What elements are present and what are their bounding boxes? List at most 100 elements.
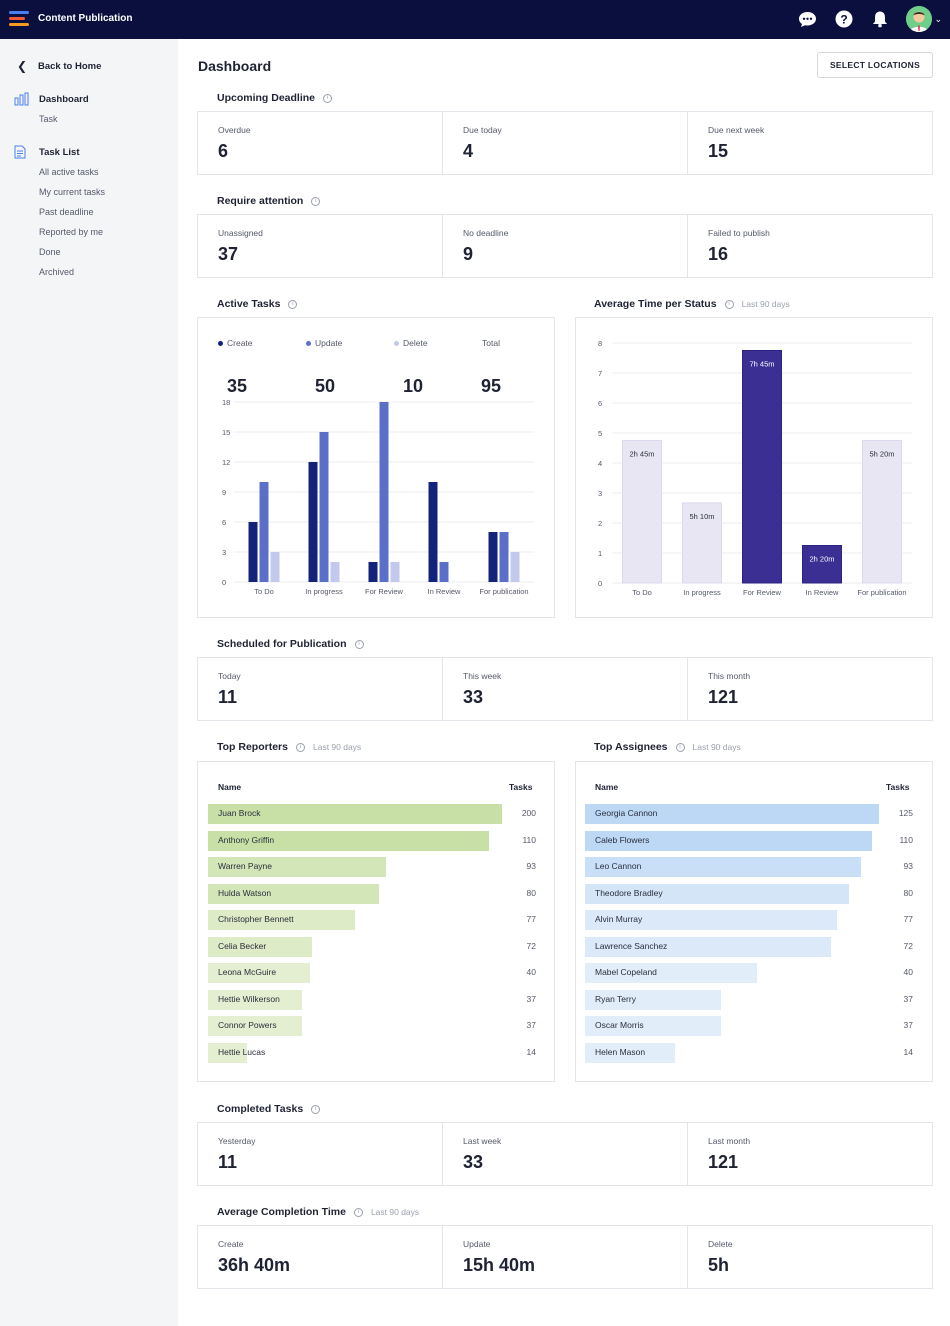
sidebar-item-task[interactable]: Task xyxy=(39,114,58,124)
list-item-name: Christopher Bennett xyxy=(218,914,294,924)
list-item[interactable]: Lawrence Sanchez 72 xyxy=(585,936,923,957)
x-tick-label: In Review xyxy=(428,587,462,596)
info-icon[interactable]: i xyxy=(311,1104,321,1114)
data-label: 5h 10m xyxy=(689,512,714,521)
list-item[interactable]: Mabel Copeland 40 xyxy=(585,963,923,983)
stat-create[interactable]: Create 36h 40m xyxy=(198,1226,443,1288)
list-item-name: Leo Cannon xyxy=(595,861,642,871)
stat-failed-to-publish[interactable]: Failed to publish 16 xyxy=(688,215,932,277)
list-item[interactable]: Celia Becker 72 xyxy=(208,936,546,957)
stat-no-deadline[interactable]: No deadline 9 xyxy=(443,215,688,277)
list-item-name: Juan Brock xyxy=(218,808,261,818)
legend-label: Create xyxy=(227,338,253,348)
list-item[interactable]: Alvin Murray 77 xyxy=(585,910,923,930)
bar-fill xyxy=(208,963,311,983)
list-item-count: 37 xyxy=(903,1020,913,1030)
back-to-home-link[interactable]: ❮ Back to Home xyxy=(17,59,101,73)
bar-fill xyxy=(208,989,303,1010)
info-icon[interactable]: i xyxy=(724,299,734,309)
list-item[interactable]: Hettie Wilkerson 37 xyxy=(208,989,546,1010)
sidebar-item-all-active-tasks[interactable]: All active tasks xyxy=(39,167,99,177)
stat-last-week[interactable]: Last week 33 xyxy=(443,1123,688,1185)
info-icon[interactable]: i xyxy=(323,93,333,103)
stat-value: 121 xyxy=(708,687,739,707)
bar-update xyxy=(319,432,329,582)
stat-overdue[interactable]: Overdue 6 xyxy=(198,112,443,174)
sidebar-item-task-list[interactable]: Task List xyxy=(14,145,105,159)
list-item-name: Connor Powers xyxy=(218,1020,277,1030)
stat-value: 5h xyxy=(708,1255,730,1275)
y-tick-label: 8 xyxy=(598,339,602,348)
stat-label: Unassigned xyxy=(218,228,263,238)
sidebar-item-dashboard[interactable]: Dashboard xyxy=(14,92,89,106)
x-tick-label: For Review xyxy=(365,587,404,596)
user-avatar[interactable] xyxy=(906,6,933,32)
info-icon[interactable]: i xyxy=(353,1207,363,1217)
bar-fill xyxy=(585,804,879,824)
stat-delete[interactable]: Delete 5h xyxy=(688,1226,932,1288)
stat-due-next-week[interactable]: Due next week 15 xyxy=(688,112,932,174)
list-item[interactable]: Hulda Watson 80 xyxy=(208,883,546,904)
list-item[interactable]: Caleb Flowers 110 xyxy=(585,830,923,851)
list-item[interactable]: Leona McGuire 40 xyxy=(208,963,546,983)
sidebar-item-archived[interactable]: Archived xyxy=(39,267,75,277)
stat-yesterday[interactable]: Yesterday 11 xyxy=(198,1123,443,1185)
list-item[interactable]: Oscar Morris 37 xyxy=(585,1016,923,1036)
select-locations-button[interactable]: SELECT LOCATIONS xyxy=(817,52,933,78)
stat-this-week[interactable]: This week 33 xyxy=(443,658,688,720)
list-item-name: Hulda Watson xyxy=(218,887,272,898)
stat-label: This week xyxy=(463,671,502,681)
bell-icon[interactable] xyxy=(870,10,889,29)
bar-fill xyxy=(585,830,872,851)
bar-fill xyxy=(585,910,837,930)
info-icon[interactable]: i xyxy=(675,742,685,752)
stat-last-month[interactable]: Last month 121 xyxy=(688,1123,932,1185)
y-tick-label: 1 xyxy=(598,549,602,558)
avg-completion-note: Last 90 days xyxy=(370,1207,420,1217)
list-item[interactable]: Helen Mason 14 xyxy=(585,1042,923,1063)
list-item[interactable]: Juan Brock 200 xyxy=(208,804,546,824)
bar-fill xyxy=(585,883,849,904)
list-item-count: 77 xyxy=(903,914,913,924)
list-item[interactable]: Georgia Cannon 125 xyxy=(585,804,923,824)
info-icon[interactable]: i xyxy=(288,299,298,309)
info-icon[interactable]: i xyxy=(311,196,321,206)
stat-due-today[interactable]: Due today 4 xyxy=(443,112,688,174)
stat-this-month[interactable]: This month 121 xyxy=(688,658,932,720)
list-item[interactable]: Ryan Terry 37 xyxy=(585,989,923,1010)
data-label: 7h 45m xyxy=(749,360,774,369)
y-tick-label: 18 xyxy=(222,398,230,407)
sidebar-item-my-current-tasks[interactable]: My current tasks xyxy=(39,187,106,197)
chat-icon[interactable] xyxy=(798,10,817,29)
sidebar-item-reported-by-me[interactable]: Reported by me xyxy=(39,227,104,237)
chevron-down-icon[interactable]: ⌄ xyxy=(934,13,942,24)
list-item[interactable]: Hettie Lucas 14 xyxy=(208,1042,546,1063)
sidebar-item-past-deadline[interactable]: Past deadline xyxy=(39,207,94,217)
legend-create[interactable]: Create xyxy=(218,338,253,348)
stat-label: Create xyxy=(218,1239,244,1249)
list-item[interactable]: Leo Cannon 93 xyxy=(585,857,923,877)
info-icon[interactable]: i xyxy=(354,639,364,649)
svg-text:?: ? xyxy=(840,12,847,26)
stat-unassigned[interactable]: Unassigned 37 xyxy=(198,215,443,277)
top-assignees-label: Top Assignees xyxy=(594,741,668,753)
legend-delete[interactable]: Delete xyxy=(394,338,428,348)
stat-label: Last month xyxy=(708,1136,751,1146)
list-item[interactable]: Connor Powers 37 xyxy=(208,1016,546,1036)
app-logo-icon[interactable] xyxy=(9,11,29,28)
legend-update[interactable]: Update xyxy=(306,338,342,348)
stat-update[interactable]: Update 15h 40m xyxy=(443,1226,688,1288)
list-item-name: Alvin Murray xyxy=(595,914,643,924)
help-icon[interactable]: ? xyxy=(834,10,853,29)
list-item[interactable]: Anthony Griffin 110 xyxy=(208,830,546,851)
list-item[interactable]: Christopher Bennett 77 xyxy=(208,910,546,930)
list-item-name: Mabel Copeland xyxy=(595,967,657,977)
x-tick-label: For publication xyxy=(479,587,528,596)
info-icon[interactable]: i xyxy=(295,742,305,752)
list-item-count: 37 xyxy=(903,993,913,1004)
list-item[interactable]: Warren Payne 93 xyxy=(208,857,546,877)
list-item[interactable]: Theodore Bradley 80 xyxy=(585,883,923,904)
list-item-name: Hettie Wilkerson xyxy=(218,993,280,1004)
sidebar-item-done[interactable]: Done xyxy=(39,247,61,257)
stat-today[interactable]: Today 11 xyxy=(198,658,443,720)
